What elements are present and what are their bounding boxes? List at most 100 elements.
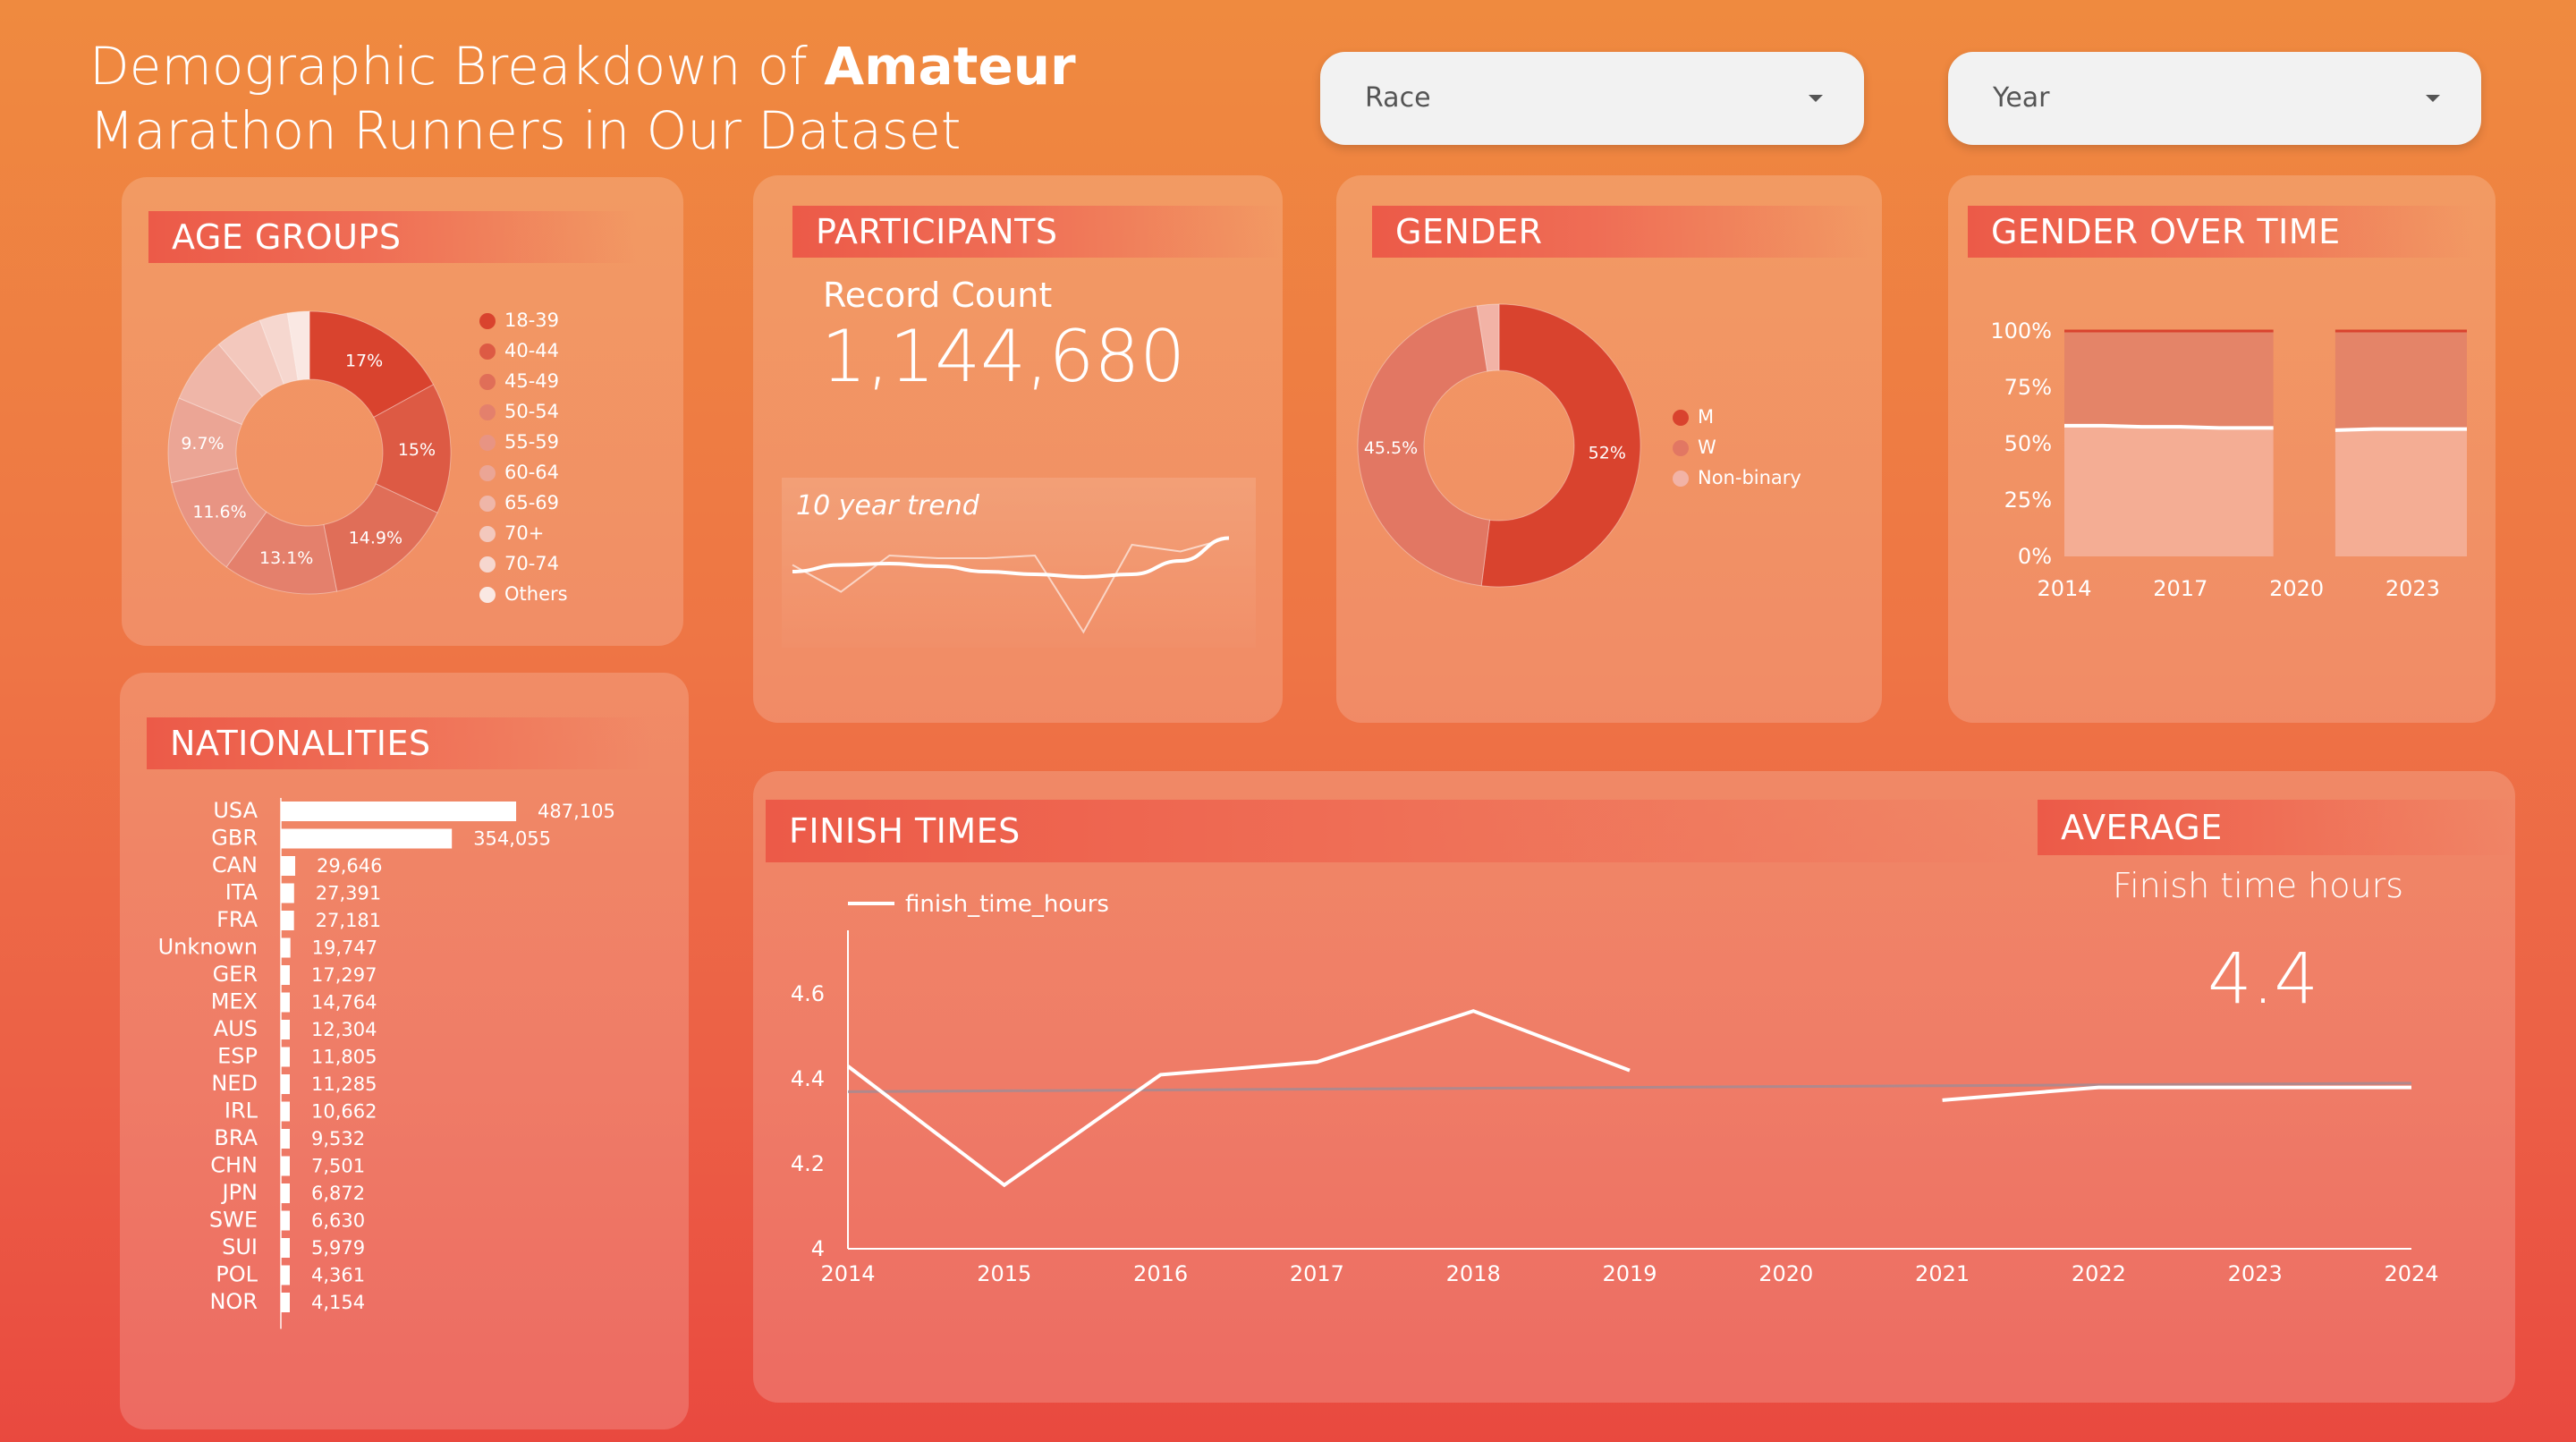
category-label: NOR — [209, 1289, 258, 1314]
bar-value-label: 10,662 — [311, 1101, 377, 1123]
nationality-bar[interactable] — [281, 856, 296, 876]
gender-slice[interactable] — [1357, 305, 1491, 587]
trend-line — [792, 536, 1230, 580]
trend-line — [847, 1082, 2412, 1093]
gender-card: GENDER 52% 45.5% M W Non-binary — [1336, 175, 1882, 723]
record-count-label: Record Count — [823, 276, 1053, 315]
legend-label: W — [1698, 437, 1716, 458]
age-group-legend-item[interactable]: 70-74 — [479, 553, 559, 574]
x-tick-label: 2020 — [2269, 576, 2324, 601]
bar-value-label: 4,361 — [311, 1265, 365, 1286]
category-label: FRA — [216, 907, 258, 932]
year-dropdown-label: Year — [1993, 82, 2050, 114]
nationality-bar[interactable] — [281, 802, 517, 821]
nationality-bar[interactable] — [281, 1129, 290, 1149]
area-m[interactable] — [2064, 425, 2274, 556]
category-label: IRL — [225, 1098, 258, 1124]
age-group-slice[interactable] — [258, 312, 299, 385]
legend-label: 60-64 — [504, 462, 560, 483]
nationality-bar[interactable] — [281, 1265, 290, 1285]
chevron-down-icon — [1809, 95, 1823, 102]
year-dropdown[interactable]: Year — [1948, 52, 2481, 145]
legend-swatch — [1673, 440, 1689, 456]
gender-donut: 52% 45.5% — [1357, 303, 1641, 588]
age-group-slice[interactable] — [309, 310, 435, 419]
legend-label: Others — [504, 583, 568, 605]
age-group-legend-item[interactable]: 65-69 — [479, 492, 559, 513]
nationality-bar[interactable] — [281, 1101, 290, 1122]
bar-value-label: 14,764 — [311, 992, 377, 1014]
legend-swatch — [479, 313, 496, 329]
legend-label: 65-69 — [504, 492, 560, 513]
bar-value-label: 11,285 — [311, 1073, 377, 1095]
legend-label[interactable]: finish_time_hours — [905, 891, 1109, 918]
nationality-bar[interactable] — [281, 1183, 290, 1203]
y-tick-label: 0% — [2018, 544, 2052, 569]
age-group-slice[interactable] — [170, 467, 267, 568]
gender-header: GENDER — [1372, 206, 1869, 258]
race-dropdown[interactable]: Race — [1320, 52, 1864, 145]
gender-legend-item[interactable]: Non-binary — [1673, 467, 1801, 488]
nationality-bar[interactable] — [281, 911, 294, 930]
nationality-bar[interactable] — [281, 828, 453, 849]
trend-label: 10 year trend — [796, 490, 979, 522]
category-label: CAN — [212, 852, 258, 878]
nationality-bar[interactable] — [281, 1074, 290, 1094]
category-label: Unknown — [158, 935, 258, 960]
y-tick-label: 75% — [2004, 375, 2052, 400]
gender-slice[interactable] — [1480, 303, 1641, 588]
age-group-legend-item[interactable]: 70+ — [479, 522, 544, 544]
age-group-legend-item[interactable]: 50-54 — [479, 401, 559, 422]
legend-label: 70+ — [504, 522, 545, 544]
age-group-slice-label: 14.9% — [349, 529, 402, 548]
x-tick-label: 2019 — [1602, 1261, 1657, 1286]
nationality-bar[interactable] — [281, 1293, 290, 1312]
nationality-bar[interactable] — [281, 937, 291, 958]
nationality-bar[interactable] — [281, 1238, 290, 1258]
race-dropdown-label: Race — [1365, 82, 1431, 114]
age-group-slice[interactable] — [373, 384, 452, 513]
nationalities-bar-chart: USA 487,105 GBR 354,055 CAN 29,646 ITA 27,391 FR… — [158, 798, 615, 1329]
x-tick-label: 2014 — [820, 1261, 875, 1286]
age-group-legend-item[interactable]: 60-64 — [479, 462, 559, 483]
nationalities-header: NATIONALITIES — [147, 717, 653, 769]
age-group-legend-item[interactable]: 18-39 — [479, 310, 559, 331]
x-tick-label: 2022 — [2072, 1261, 2126, 1286]
nationality-bar[interactable] — [281, 1210, 290, 1231]
bar-value-label: 487,105 — [538, 801, 615, 822]
age-group-legend-item[interactable]: Others — [479, 583, 568, 605]
legend-label: 55-59 — [504, 431, 560, 453]
area-m[interactable] — [2334, 428, 2467, 556]
age-group-slice[interactable] — [167, 397, 242, 484]
category-label: GER — [213, 962, 258, 987]
chevron-down-icon — [2426, 95, 2440, 102]
gender-legend-item[interactable]: M — [1673, 406, 1714, 428]
age-group-legend-item[interactable]: 40-44 — [479, 340, 559, 361]
bar-value-label: 9,532 — [311, 1128, 365, 1149]
age-group-legend-item[interactable]: 45-49 — [479, 370, 559, 392]
category-label: ESP — [217, 1044, 258, 1069]
age-group-slice[interactable] — [286, 310, 310, 381]
nationality-bar[interactable] — [281, 992, 290, 1013]
bar-value-label: 17,297 — [311, 964, 377, 986]
category-label: USA — [213, 798, 258, 823]
age-group-slice[interactable] — [225, 511, 338, 595]
y-tick-label: 50% — [2004, 431, 2052, 456]
age-group-legend-item[interactable]: 55-59 — [479, 431, 559, 453]
finish-time-line[interactable] — [846, 1009, 2411, 1188]
gender-legend-item[interactable]: W — [1673, 437, 1716, 458]
average-value: 4.4 — [2207, 939, 2319, 1020]
nationality-bar[interactable] — [281, 1020, 290, 1039]
nationality-bar[interactable] — [281, 883, 294, 903]
bar-value-label: 29,646 — [317, 855, 382, 877]
category-label: CHN — [210, 1153, 258, 1178]
age-group-slice[interactable] — [178, 344, 264, 426]
nationality-bar[interactable] — [281, 965, 290, 985]
nationality-bar[interactable] — [281, 1156, 290, 1176]
x-tick-label: 2023 — [2228, 1261, 2283, 1286]
age-group-slice[interactable] — [323, 483, 438, 592]
gender-slice[interactable] — [1476, 303, 1500, 372]
nationality-bar[interactable] — [281, 1047, 290, 1067]
legend-label: 45-49 — [504, 370, 560, 392]
